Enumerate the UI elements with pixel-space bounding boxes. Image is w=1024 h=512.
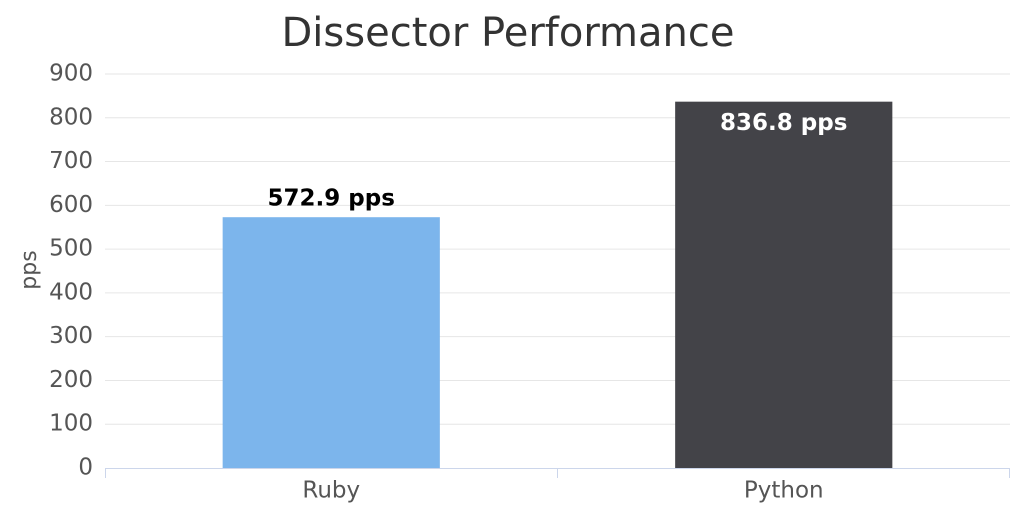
- data-label: 572.9 pps: [268, 186, 395, 212]
- y-axis-label: pps: [17, 250, 42, 289]
- y-tick-label: 200: [49, 367, 93, 393]
- y-tick-label: 700: [49, 148, 93, 174]
- y-tick-label: 100: [49, 411, 93, 437]
- x-tick-label: Python: [744, 478, 824, 504]
- bar: [222, 217, 440, 468]
- y-tick-label: 800: [49, 104, 93, 130]
- y-tick-label: 900: [49, 61, 93, 87]
- y-tick-label: 0: [78, 455, 93, 481]
- chart-title: Dissector Performance: [282, 10, 735, 56]
- y-tick-label: 600: [49, 192, 93, 218]
- y-tick-label: 300: [49, 323, 93, 349]
- data-label: 836.8 pps: [720, 110, 847, 136]
- y-tick-label: 400: [49, 279, 93, 305]
- x-tick-label: Ruby: [302, 478, 360, 504]
- bar: [675, 101, 893, 469]
- y-tick-label: 500: [49, 236, 93, 262]
